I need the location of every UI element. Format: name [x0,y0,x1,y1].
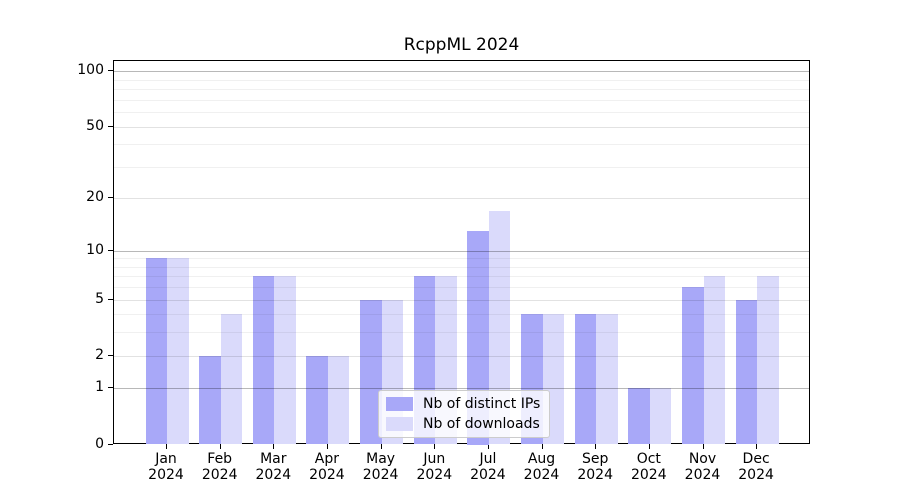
y-tick-mark [108,125,113,127]
gridline-minor [114,166,809,168]
bar-downloads-mar [274,276,296,445]
bar-ips-nov [682,287,704,445]
bar-downloads-jul [488,210,511,445]
plot-area [113,60,810,445]
y-tick-label: 50 [86,117,104,134]
y-tick-label: 5 [95,290,104,307]
x-tick-label-may: May 2024 [362,451,399,483]
bar-ips-mar [252,276,275,445]
x-tick-mark [219,444,221,449]
gridline-50 [114,126,809,128]
x-tick-mark [380,444,382,449]
bar-downloads-jan [167,258,189,445]
bar-downloads-oct [649,388,672,445]
legend-label-downloads: Nb of downloads [423,416,540,432]
bar-downloads-feb [220,314,243,445]
gridline-5 [114,299,809,301]
x-tick-mark [702,444,704,449]
gridline-1 [114,388,809,390]
x-tick-label-oct: Oct 2024 [630,451,667,483]
bar-ips-feb [199,355,221,445]
legend-swatch-distinct-ips [386,397,413,411]
gridline-minor [114,276,809,278]
legend-swatch-downloads [386,417,413,431]
y-tick-label: 2 [95,346,104,363]
bar-ips-apr [306,355,328,445]
y-tick-label: 100 [77,62,104,79]
y-tick-mark [108,354,113,356]
gridline-minor [114,287,809,289]
y-tick-mark [108,443,113,445]
gridline-100 [114,71,809,73]
gridline-2 [114,355,809,357]
x-tick-label-apr: Apr 2024 [309,451,345,483]
gridline-minor [114,332,809,334]
x-tick-label-sep: Sep 2024 [577,451,613,483]
y-tick-label: 20 [86,189,104,206]
bar-ips-sep [574,314,597,445]
x-tick-mark [648,444,650,449]
y-tick-label: 0 [95,435,104,452]
bar-downloads-apr [327,355,350,445]
gridline-minor [114,144,809,146]
x-tick-label-nov: Nov 2024 [684,451,721,483]
x-tick-label-feb: Feb 2024 [201,451,238,483]
bar-ips-jan [145,258,167,445]
x-tick-label-jul: Jul 2024 [470,451,506,483]
legend-item-distinct-ips: Nb of distinct IPs [386,396,540,412]
y-tick-mark [108,387,113,389]
gridline-10 [114,250,809,252]
y-tick-mark [108,249,113,251]
gridline-20 [114,198,809,200]
x-tick-mark [541,444,543,449]
gridline-minor [114,79,809,81]
gridline-minor [114,314,809,316]
y-tick-mark [108,70,113,72]
gridline-minor [114,89,809,91]
x-tick-label-jun: Jun 2024 [416,451,453,483]
bar-ips-oct [628,388,650,445]
legend-item-downloads: Nb of downloads [386,416,540,432]
y-tick-label: 1 [95,379,104,396]
x-tick-label-dec: Dec 2024 [738,451,774,483]
y-tick-mark [108,298,113,300]
x-tick-label-jan: Jan 2024 [148,451,184,483]
gridline-minor [114,266,809,268]
bar-ips-dec [735,299,758,445]
gridline-minor [114,112,809,113]
legend: Nb of distinct IPs Nb of downloads [378,390,551,438]
y-tick-label: 10 [86,241,104,258]
x-tick-label-mar: Mar 2024 [255,451,292,483]
y-tick-mark [108,197,113,199]
gridline-minor [114,99,809,101]
x-tick-mark [595,444,597,449]
x-tick-mark [756,444,758,449]
x-tick-mark [326,444,328,449]
bar-downloads-sep [596,314,618,445]
bar-ips-may [360,299,382,445]
x-tick-mark [434,444,436,449]
x-tick-mark [487,444,489,449]
gridline-minor [114,258,809,260]
legend-label-distinct-ips: Nb of distinct IPs [423,396,541,412]
chart-title: RcppML 2024 [403,35,520,55]
x-tick-mark [166,444,167,449]
x-tick-mark [273,444,275,449]
x-tick-label-aug: Aug 2024 [523,451,560,483]
bar-downloads-nov [703,276,725,445]
bar-downloads-dec [757,276,779,445]
